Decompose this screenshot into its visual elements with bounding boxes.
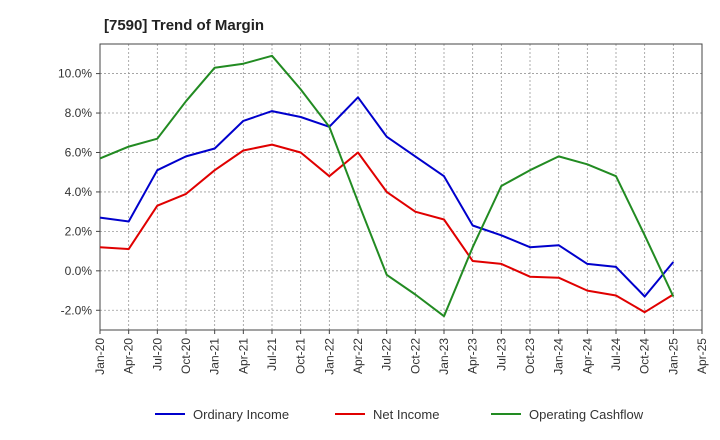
x-axis: Jan-20 Apr-20 Jul-20 Oct-20 Jan-21 Apr-21 Jul-… (93, 330, 709, 375)
x-tick-label: Oct-24 (638, 338, 652, 374)
y-axis: -2.0% 0.0% 2.0% 4.0% 6.0% 8.0% 10.0% (58, 67, 100, 317)
x-tick-label: Oct-21 (294, 338, 308, 374)
x-tick-label: Jan-25 (666, 338, 680, 375)
y-tick-label: 4.0% (65, 185, 93, 199)
y-tick-label: 0.0% (65, 264, 93, 278)
grid-lines (99, 44, 703, 330)
x-tick-label: Jul-22 (380, 338, 394, 371)
y-tick-label: 2.0% (65, 224, 93, 238)
x-tick-label: Jan-24 (552, 338, 566, 375)
y-tick-label: 10.0% (58, 67, 92, 81)
x-tick-label: Jul-23 (494, 338, 508, 371)
x-tick-label: Jan-22 (322, 338, 336, 375)
y-tick-label: -2.0% (61, 303, 93, 317)
x-tick-label: Apr-21 (236, 338, 250, 374)
x-tick-label: Jan-20 (93, 338, 107, 375)
y-tick-label: 6.0% (65, 145, 93, 159)
x-tick-label: Apr-23 (466, 338, 480, 374)
x-tick-label: Apr-24 (580, 338, 594, 374)
legend: Ordinary Income Net Income Operating Cashf… (155, 407, 644, 422)
x-tick-label: Oct-20 (179, 338, 193, 374)
x-tick-label: Oct-23 (523, 338, 537, 374)
series-line-ordinary-income (99, 96, 675, 298)
x-tick-label: Apr-22 (351, 338, 365, 374)
x-tick-label: Jul-20 (150, 338, 164, 371)
chart-title: [7590] Trend of Margin (104, 17, 264, 34)
legend-label-operating-cashflow: Operating Cashflow (529, 407, 644, 422)
series-line-operating-cashflow (99, 54, 675, 318)
y-tick-label: 8.0% (65, 106, 93, 120)
x-tick-label: Jan-21 (208, 338, 222, 375)
legend-label-net-income: Net Income (373, 407, 439, 422)
x-tick-label: Oct-22 (408, 338, 422, 374)
series-line-net-income (99, 143, 674, 314)
legend-label-ordinary-income: Ordinary Income (193, 407, 289, 422)
x-tick-label: Jan-23 (437, 338, 451, 375)
series-lines (99, 54, 675, 318)
x-tick-label: Apr-20 (122, 338, 136, 374)
x-tick-label: Jul-24 (609, 338, 623, 371)
plot-area (99, 43, 703, 331)
x-tick-label: Apr-25 (695, 338, 709, 374)
x-tick-label: Jul-21 (265, 338, 279, 371)
